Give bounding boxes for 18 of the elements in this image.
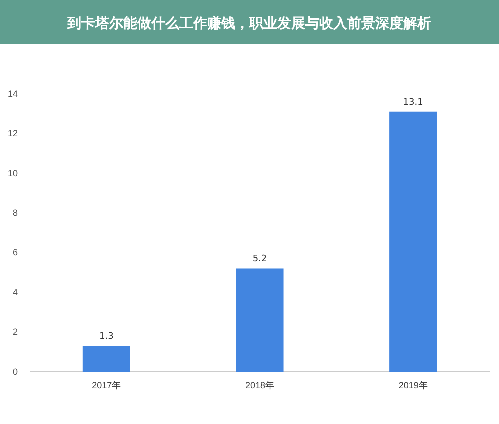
y-tick-label: 4 xyxy=(12,287,18,298)
y-tick-label: 12 xyxy=(8,128,18,139)
data-label: 1.3 xyxy=(100,332,114,342)
x-tick-label: 2018年 xyxy=(245,380,275,390)
y-tick-label: 14 xyxy=(8,88,18,99)
x-tick-label: 2017年 xyxy=(92,380,122,390)
y-tick-label: 8 xyxy=(12,208,18,218)
y-tick-label: 0 xyxy=(12,366,18,377)
bar xyxy=(236,268,284,372)
y-tick-label: 10 xyxy=(8,168,18,178)
y-tick-label: 6 xyxy=(12,248,18,258)
bar xyxy=(82,346,130,372)
bar xyxy=(390,112,438,372)
y-tick-label: 2 xyxy=(12,327,18,338)
x-tick-label: 2019年 xyxy=(398,380,428,390)
data-label: 5.2 xyxy=(252,254,268,265)
data-label: 13.1 xyxy=(403,98,424,108)
chart-title: 到卡塔尔能做什么工作赚钱，职业发展与收入前景深度解析 xyxy=(66,15,432,32)
